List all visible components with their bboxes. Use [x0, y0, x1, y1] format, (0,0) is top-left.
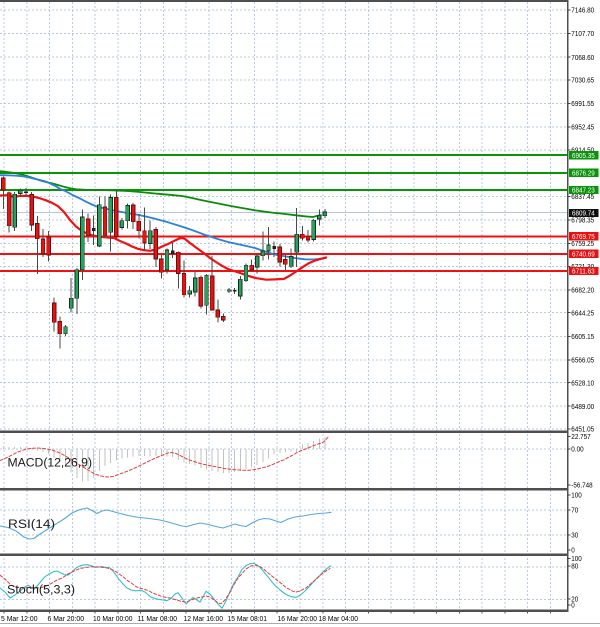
svg-text:6 Mar 20:00: 6 Mar 20:00	[48, 614, 85, 623]
svg-text:11 Mar 08:00: 11 Mar 08:00	[138, 614, 178, 623]
svg-text:30: 30	[571, 531, 578, 540]
svg-text:6566.05: 6566.05	[571, 356, 594, 365]
svg-text:80: 80	[571, 562, 578, 571]
svg-text:22.757: 22.757	[571, 432, 590, 441]
svg-text:6991.55: 6991.55	[571, 99, 594, 108]
svg-text:RSI(14): RSI(14)	[8, 517, 55, 531]
svg-text:6528.10: 6528.10	[571, 378, 594, 387]
svg-text:20: 20	[571, 595, 578, 604]
svg-text:100: 100	[571, 554, 582, 563]
svg-text:7068.60: 7068.60	[571, 53, 594, 62]
svg-text:6847.23: 6847.23	[572, 186, 595, 195]
svg-text:12 Mar 16:00: 12 Mar 16:00	[184, 614, 224, 623]
svg-text:5 Mar 12:00: 5 Mar 12:00	[1, 614, 38, 623]
svg-text:6769.75: 6769.75	[572, 232, 595, 241]
svg-text:16 Mar 20:00: 16 Mar 20:00	[278, 614, 318, 623]
svg-text:6952.45: 6952.45	[571, 123, 594, 132]
svg-text:-56.748: -56.748	[571, 481, 592, 490]
svg-text:0.00: 0.00	[571, 445, 583, 454]
svg-text:6721.30: 6721.30	[571, 262, 594, 271]
svg-text:70: 70	[571, 506, 578, 515]
svg-text:6809.74: 6809.74	[572, 209, 595, 218]
svg-text:15 Mar 08:01: 15 Mar 08:01	[228, 614, 268, 623]
svg-text:6489.00: 6489.00	[571, 402, 594, 411]
svg-text:0: 0	[571, 546, 575, 555]
svg-text:6451.05: 6451.05	[571, 425, 594, 434]
svg-text:6798.35: 6798.35	[571, 216, 594, 225]
svg-text:18 Mar 04:00: 18 Mar 04:00	[319, 614, 359, 623]
svg-text:7146.80: 7146.80	[571, 6, 594, 15]
svg-text:6759.25: 6759.25	[571, 239, 594, 248]
svg-text:6914.50: 6914.50	[571, 146, 594, 155]
svg-text:6837.45: 6837.45	[571, 192, 594, 201]
svg-text:6682.20: 6682.20	[571, 286, 594, 295]
svg-text:6605.15: 6605.15	[571, 332, 594, 341]
svg-text:6740.69: 6740.69	[572, 250, 595, 259]
svg-text:6876.29: 6876.29	[572, 169, 595, 178]
svg-text:6644.25: 6644.25	[571, 308, 594, 317]
svg-text:10 Mar 00:00: 10 Mar 00:00	[93, 614, 133, 623]
svg-text:7030.65: 7030.65	[571, 76, 594, 85]
svg-text:MACD(12,26,9): MACD(12,26,9)	[8, 456, 93, 470]
svg-text:7107.70: 7107.70	[571, 29, 594, 38]
svg-text:6711.63: 6711.63	[572, 267, 595, 276]
svg-text:Stoch(5,3,3): Stoch(5,3,3)	[7, 583, 75, 597]
svg-text:6905.35: 6905.35	[572, 151, 595, 160]
svg-text:100: 100	[571, 491, 582, 500]
svg-text:0: 0	[571, 601, 575, 610]
